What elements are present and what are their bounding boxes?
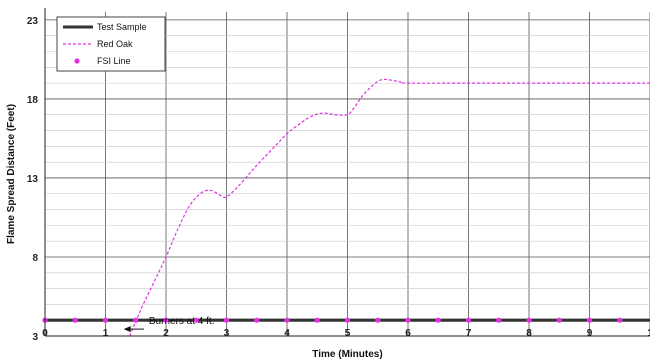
axes [44,8,650,337]
fsi-point [586,317,593,323]
fsi-point [435,317,441,323]
fsi-point [496,317,502,323]
x-tick-label: 0 [42,328,48,339]
legend-label: FSI Line [97,56,131,66]
fsi-point [193,317,199,323]
annotation-text: Burners at 4 ft. [149,316,215,327]
x-tick-label: 2 [163,328,169,339]
fsi-point [163,317,169,323]
fsi-point [556,317,562,323]
x-axis-title: Time (Minutes) [312,349,382,360]
legend: Test Sample Red Oak FSI Line [56,16,166,72]
legend-label: Test Sample [97,22,147,32]
x-tick-label: 6 [405,328,411,339]
x-tick-label: 3 [224,328,230,339]
y-tick-label: 13 [27,174,39,185]
x-tick-label: 9 [587,328,593,339]
annotation-arrowhead [123,326,131,333]
fsi-point [405,317,411,323]
y-tick-label: 8 [32,253,38,264]
fsi-point [344,317,351,323]
legend-label: Red Oak [97,39,133,49]
fsi-point [465,317,472,323]
fsi-point [102,317,109,323]
fsi-point [133,317,139,323]
x-tick-label: 7 [466,328,472,339]
legend-swatch-fsi [74,58,80,64]
x-tick-label: 1 [103,328,109,339]
series-layer [42,78,650,337]
x-tick-label: 4 [284,328,290,339]
fsi-point [526,317,532,323]
fsi-point [223,317,230,323]
x-tick-label: 5 [345,328,351,339]
y-tick-label: 3 [32,332,38,343]
y-axis-title: Flame Spread Distance (Feet) [6,104,17,244]
fsi-point [617,317,623,323]
fsi-point [72,317,78,323]
x-tick-label: 8 [526,328,532,339]
fsi-point [254,317,260,323]
fsi-point [375,317,381,323]
red-oak-line [129,78,650,337]
x-tick-label: 1 [647,328,650,339]
y-tick-label: 23 [27,16,39,27]
tick-labels: 0123456789138131823 [27,16,650,343]
fsi-point [284,317,290,323]
y-tick-label: 18 [27,95,39,106]
annotation-layer: Burners at 4 ft. [123,316,215,333]
fsi-point [314,317,320,323]
